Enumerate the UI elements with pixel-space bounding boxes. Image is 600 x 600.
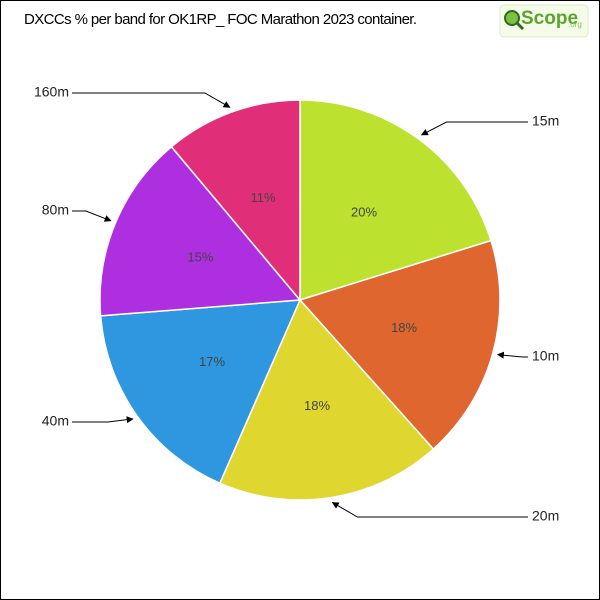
logo-icon bbox=[504, 10, 520, 26]
logo-text: Scope bbox=[521, 8, 578, 29]
category-label: 160m bbox=[34, 84, 69, 100]
logo-suffix: .org bbox=[568, 20, 582, 29]
value-label: 18% bbox=[391, 320, 417, 335]
pie-slice bbox=[218, 298, 435, 501]
category-label: 15m bbox=[532, 113, 559, 129]
label-arrow bbox=[72, 210, 112, 222]
pie-slice bbox=[170, 99, 301, 303]
value-label: 20% bbox=[351, 204, 377, 219]
label-arrow bbox=[496, 351, 528, 359]
label-arrow bbox=[72, 416, 134, 424]
pie-slice bbox=[298, 239, 501, 451]
pie-slice bbox=[99, 299, 302, 485]
pie-slice bbox=[99, 145, 302, 317]
chart-title: DXCCs % per band for OK1RP_ FOC Marathon… bbox=[24, 11, 416, 28]
category-label: 20m bbox=[532, 508, 559, 524]
category-label: 80m bbox=[42, 202, 69, 218]
pie-slice bbox=[299, 99, 492, 302]
category-label: 10m bbox=[532, 348, 559, 364]
category-label: 40m bbox=[42, 413, 69, 429]
label-arrow bbox=[331, 501, 528, 518]
value-label: 17% bbox=[199, 354, 225, 369]
logo: Scope .org bbox=[499, 4, 589, 38]
label-arrow bbox=[420, 121, 528, 136]
value-label: 15% bbox=[187, 250, 213, 265]
label-arrow bbox=[72, 92, 231, 108]
value-label: 11% bbox=[251, 190, 276, 205]
value-label: 18% bbox=[304, 398, 330, 413]
logo-icon-handle bbox=[515, 21, 525, 31]
